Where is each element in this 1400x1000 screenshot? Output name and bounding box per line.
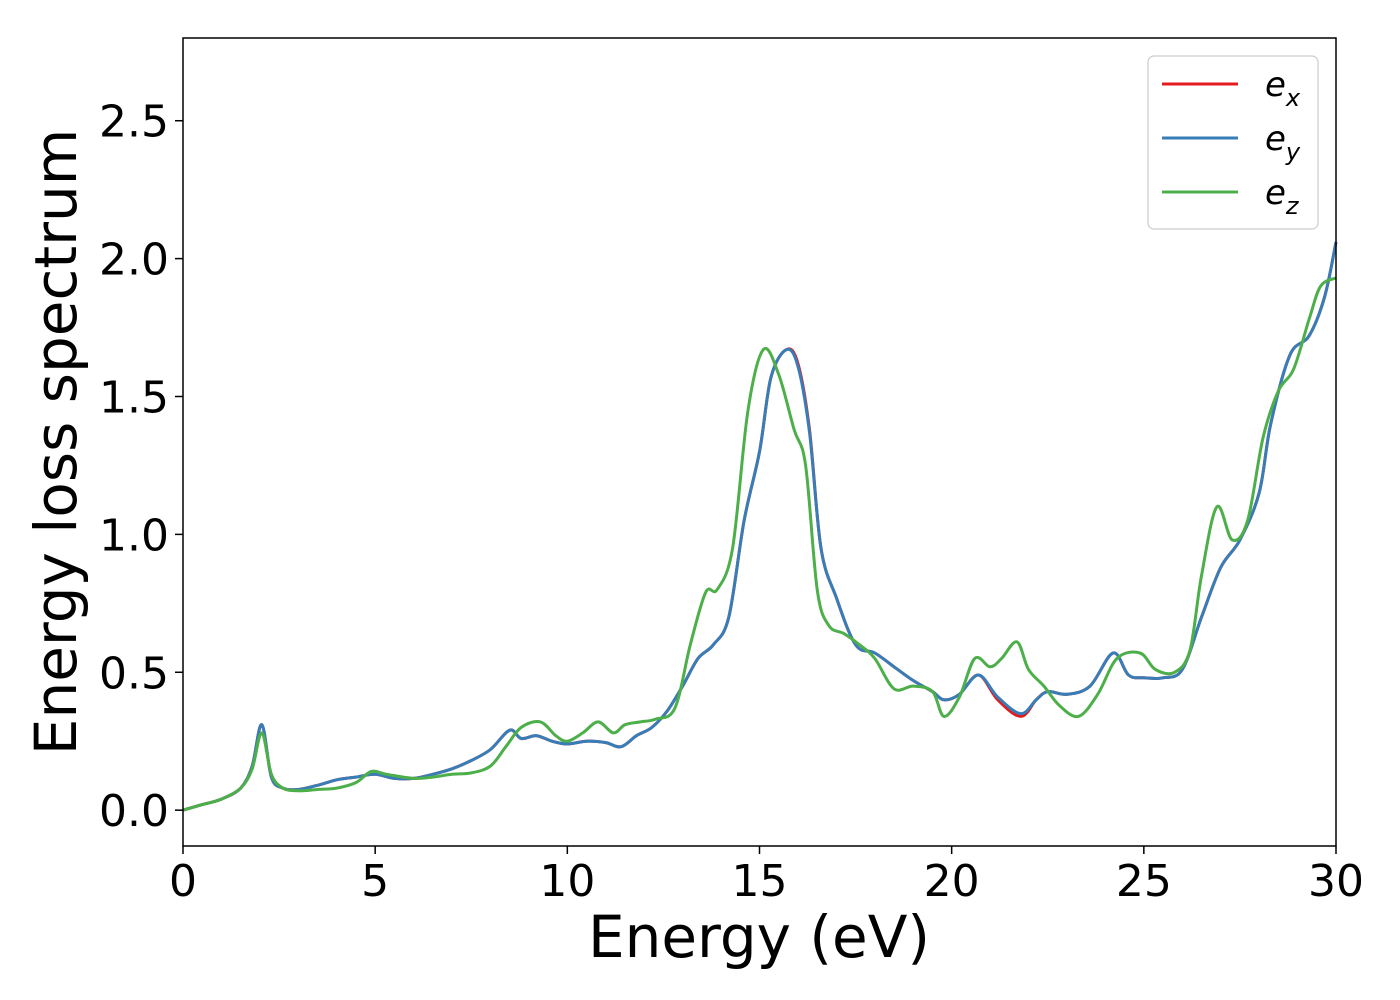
series-line-ey [182,241,1338,812]
x-tick-label: 30 [1308,856,1364,907]
x-tick-label: 0 [169,856,197,907]
y-axis-label: Energy loss spectrum [22,129,90,755]
x-tick-label: 25 [1116,856,1172,907]
legend-box [1147,55,1319,230]
y-tick-label: 2.5 [99,97,169,148]
y-tick-label: 1.5 [99,372,169,423]
y-tick-label: 1.0 [99,510,169,561]
plot-frame [182,37,1337,847]
ticks-layer: 0 5 10 15 20 25 30 0.0 0.5 1.0 1.5 2.0 2.5 [99,97,1364,907]
y-tick-label: 0.5 [99,648,169,699]
y-tick-label: 2.0 [99,235,169,286]
series-line-ez [182,276,1337,812]
x-tick-label: 5 [361,856,389,907]
x-axis-label: Energy (eV) [588,903,930,971]
x-tick-label: 20 [924,856,980,907]
series-layer [182,241,1338,812]
x-tick-label: 10 [539,856,595,907]
x-tick-label: 15 [732,856,788,907]
y-tick-label: 0.0 [99,786,169,837]
